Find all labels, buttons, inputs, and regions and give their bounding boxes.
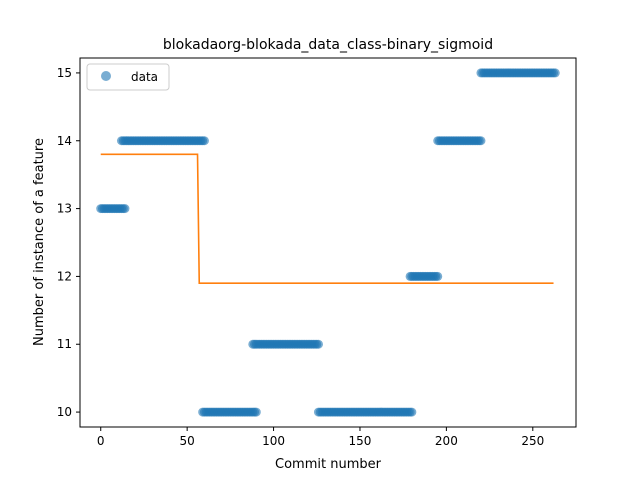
y-tick-label: 13 bbox=[57, 202, 72, 216]
y-tick-label: 12 bbox=[57, 269, 72, 283]
data-point bbox=[550, 68, 560, 78]
data-point bbox=[199, 136, 209, 146]
legend-label-data: data bbox=[131, 70, 158, 84]
x-axis-label: Commit number bbox=[275, 457, 382, 472]
data-point bbox=[407, 407, 417, 417]
x-tick-label: 150 bbox=[349, 434, 372, 448]
x-tick-label: 200 bbox=[435, 434, 458, 448]
x-tick-label: 50 bbox=[180, 434, 195, 448]
y-axis: 10 11 12 13 14 15 bbox=[57, 66, 80, 419]
data-point bbox=[251, 407, 261, 417]
y-axis-label: Number of instance of a feature bbox=[32, 138, 47, 346]
plot-area bbox=[96, 68, 560, 417]
fit-line bbox=[100, 153, 554, 285]
data-point bbox=[313, 339, 323, 349]
chart-title: blokadaorg-blokada_data_class-binary_sig… bbox=[163, 37, 493, 53]
legend-marker bbox=[101, 71, 111, 81]
legend-box bbox=[86, 63, 170, 91]
data-point bbox=[120, 204, 130, 214]
data-point bbox=[476, 136, 486, 146]
x-tick-label: 250 bbox=[521, 434, 544, 448]
plot-frame bbox=[79, 57, 577, 428]
x-tick-label: 0 bbox=[97, 434, 105, 448]
x-tick-label: 100 bbox=[262, 434, 285, 448]
y-tick-label: 11 bbox=[57, 337, 72, 351]
legend: data bbox=[86, 63, 170, 91]
y-tick-label: 15 bbox=[57, 66, 72, 80]
x-axis: 0 50 100 150 200 250 bbox=[97, 427, 544, 448]
y-tick-label: 10 bbox=[57, 405, 72, 419]
data-point bbox=[433, 271, 443, 281]
y-tick-label: 14 bbox=[57, 134, 72, 148]
